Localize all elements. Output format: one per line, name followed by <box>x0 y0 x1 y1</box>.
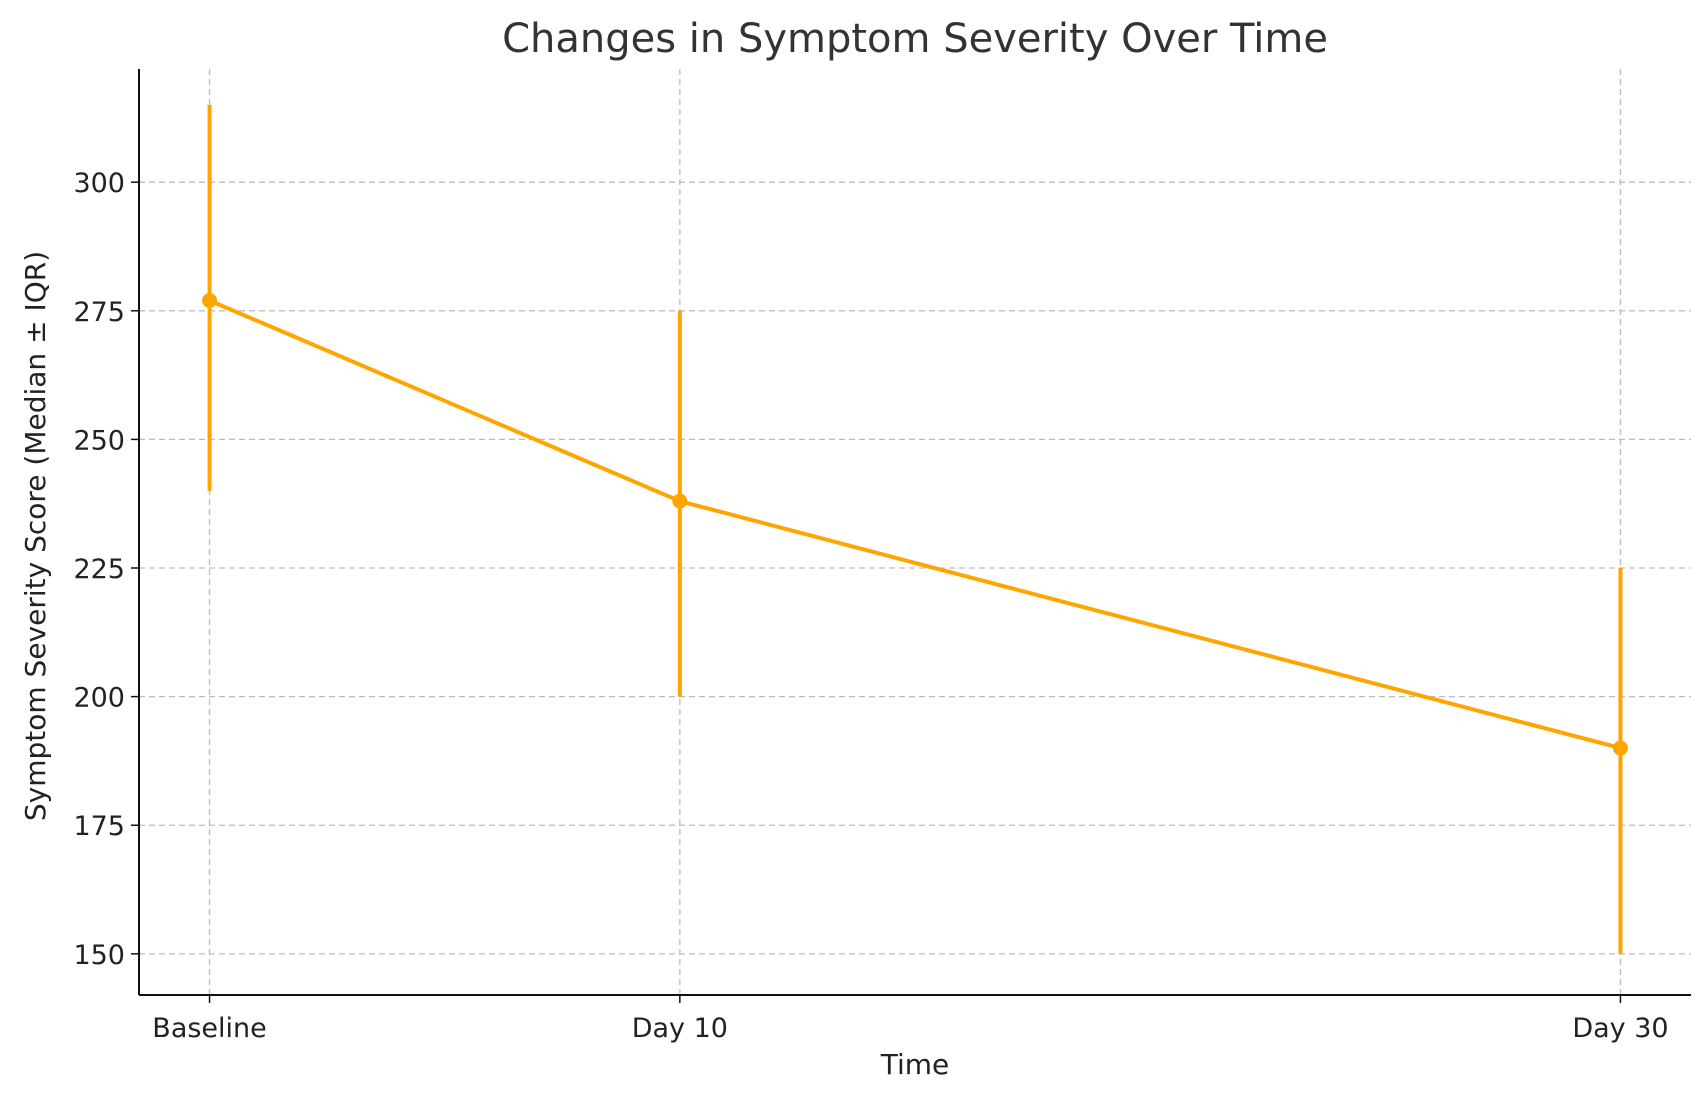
series-line <box>208 298 1621 751</box>
data-point <box>1612 740 1628 756</box>
series-layer <box>202 105 1628 954</box>
y-tick-label: 300 <box>73 168 125 199</box>
y-tick-label: 200 <box>73 683 125 714</box>
x-tick-label: Day 10 <box>632 1013 728 1044</box>
data-point <box>202 293 218 308</box>
y-tick-label: 225 <box>73 554 125 585</box>
y-axis-label: Symptom Severity Score (Median ± IQR) <box>19 251 52 821</box>
y-tick-label: 150 <box>73 940 125 971</box>
x-axis-label: Time <box>880 1048 950 1081</box>
y-tick-label: 275 <box>73 297 125 328</box>
data-point <box>672 493 688 509</box>
y-tick-label: 250 <box>73 425 125 456</box>
labels-layer: Changes in Symptom Severity Over Time Ti… <box>19 16 1328 1081</box>
axes-layer: 150 175 200 225 250 275 300 Baseline Day 10 Day 3… <box>73 69 1691 1044</box>
chart-title: Changes in Symptom Severity Over Time <box>502 16 1328 62</box>
grid-layer <box>139 69 1691 995</box>
x-tick-label: Baseline <box>152 1013 266 1044</box>
x-tick-label: Day 30 <box>1572 1013 1668 1044</box>
y-tick-label: 175 <box>73 811 125 842</box>
